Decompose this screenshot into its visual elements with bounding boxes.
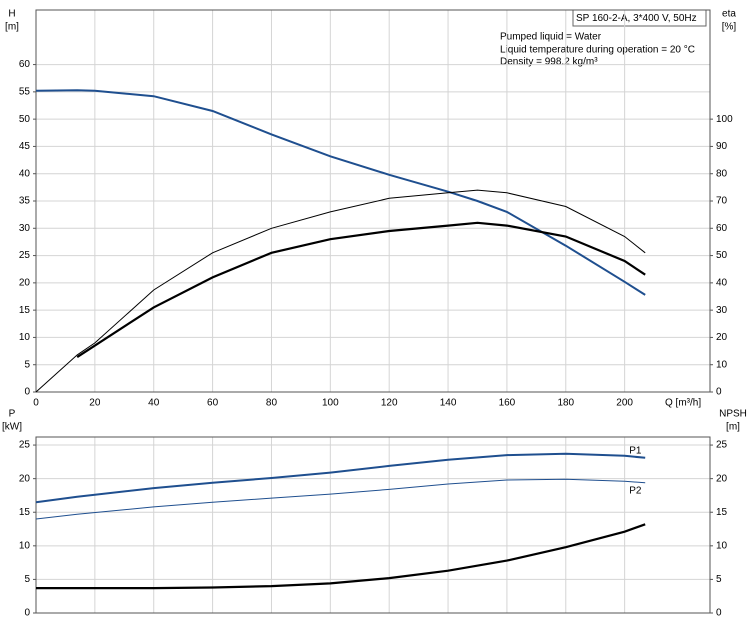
annotation: Pumped liquid = Water <box>500 32 602 43</box>
y2-tick-label: 15 <box>716 507 728 518</box>
y-label: P <box>9 409 16 420</box>
y2-label: eta <box>722 9 736 20</box>
y2-tick-label: 20 <box>716 332 728 343</box>
y-tick-label: 40 <box>19 168 31 179</box>
y2-tick-label: 30 <box>716 305 728 316</box>
y-tick-label: 50 <box>19 114 31 125</box>
y2-label: NPSH <box>719 409 747 420</box>
y-tick-label: 0 <box>24 608 30 619</box>
x-tick-label: 20 <box>89 398 101 409</box>
x-tick-label: 140 <box>440 398 457 409</box>
y-tick-label: 25 <box>19 250 31 261</box>
x-tick-label: 40 <box>148 398 160 409</box>
y2-tick-label: 80 <box>716 168 728 179</box>
y-tick-label: 10 <box>19 332 31 343</box>
y2-tick-label: 100 <box>716 114 733 125</box>
x-tick-label: 100 <box>322 398 339 409</box>
y2-tick-label: 60 <box>716 223 728 234</box>
x-label: Q [m³/h] <box>665 398 701 409</box>
curve <box>35 478 646 520</box>
y2-tick-label: 0 <box>716 608 722 619</box>
y2-unit: [m] <box>726 422 740 433</box>
x-tick-label: 60 <box>207 398 219 409</box>
chart-title: SP 160-2-A, 3*400 V, 50Hz <box>576 13 697 24</box>
y-tick-label: 55 <box>19 86 31 97</box>
y-tick-label: 30 <box>19 223 31 234</box>
x-tick-label: 80 <box>266 398 278 409</box>
y2-tick-label: 0 <box>716 387 722 398</box>
curve <box>35 452 646 504</box>
y-label: H <box>8 9 15 20</box>
curve-label: P1 <box>629 445 642 456</box>
y2-tick-label: 50 <box>716 250 728 261</box>
x-tick-label: 120 <box>381 398 398 409</box>
y2-tick-label: 20 <box>716 473 728 484</box>
y2-tick-label: 5 <box>716 574 722 585</box>
x-tick-label: 200 <box>616 398 633 409</box>
y-tick-label: 35 <box>19 196 31 207</box>
y2-tick-label: 40 <box>716 277 728 288</box>
y2-tick-label: 25 <box>716 440 728 451</box>
curve <box>35 89 646 296</box>
y2-tick-label: 10 <box>716 359 728 370</box>
y-tick-label: 5 <box>24 574 30 585</box>
y2-tick-label: 90 <box>716 141 728 152</box>
y2-tick-label: 70 <box>716 196 728 207</box>
y2-tick-label: 10 <box>716 540 728 551</box>
y-tick-label: 10 <box>19 540 31 551</box>
y-tick-label: 25 <box>19 440 31 451</box>
y2-unit: [%] <box>722 22 737 33</box>
curve <box>76 221 646 359</box>
y-tick-label: 15 <box>19 507 31 518</box>
y-tick-label: 20 <box>19 277 31 288</box>
annotation: Liquid temperature during operation = 20… <box>500 45 695 56</box>
y-unit: [m] <box>5 22 19 33</box>
curve-label: P2 <box>629 485 642 496</box>
curve <box>36 523 646 590</box>
x-tick-label: 0 <box>33 398 39 409</box>
y-unit: [kW] <box>2 422 22 433</box>
y-tick-label: 20 <box>19 473 31 484</box>
y-tick-label: 45 <box>19 141 31 152</box>
y-tick-label: 5 <box>24 359 30 370</box>
x-tick-label: 180 <box>557 398 574 409</box>
annotation: Density = 998.2 kg/m³ <box>500 57 598 68</box>
y-tick-label: 15 <box>19 305 31 316</box>
y-tick-label: 0 <box>24 387 30 398</box>
curve <box>35 189 646 393</box>
y-tick-label: 60 <box>19 59 31 70</box>
x-tick-label: 160 <box>499 398 516 409</box>
plot-frame <box>35 436 711 614</box>
